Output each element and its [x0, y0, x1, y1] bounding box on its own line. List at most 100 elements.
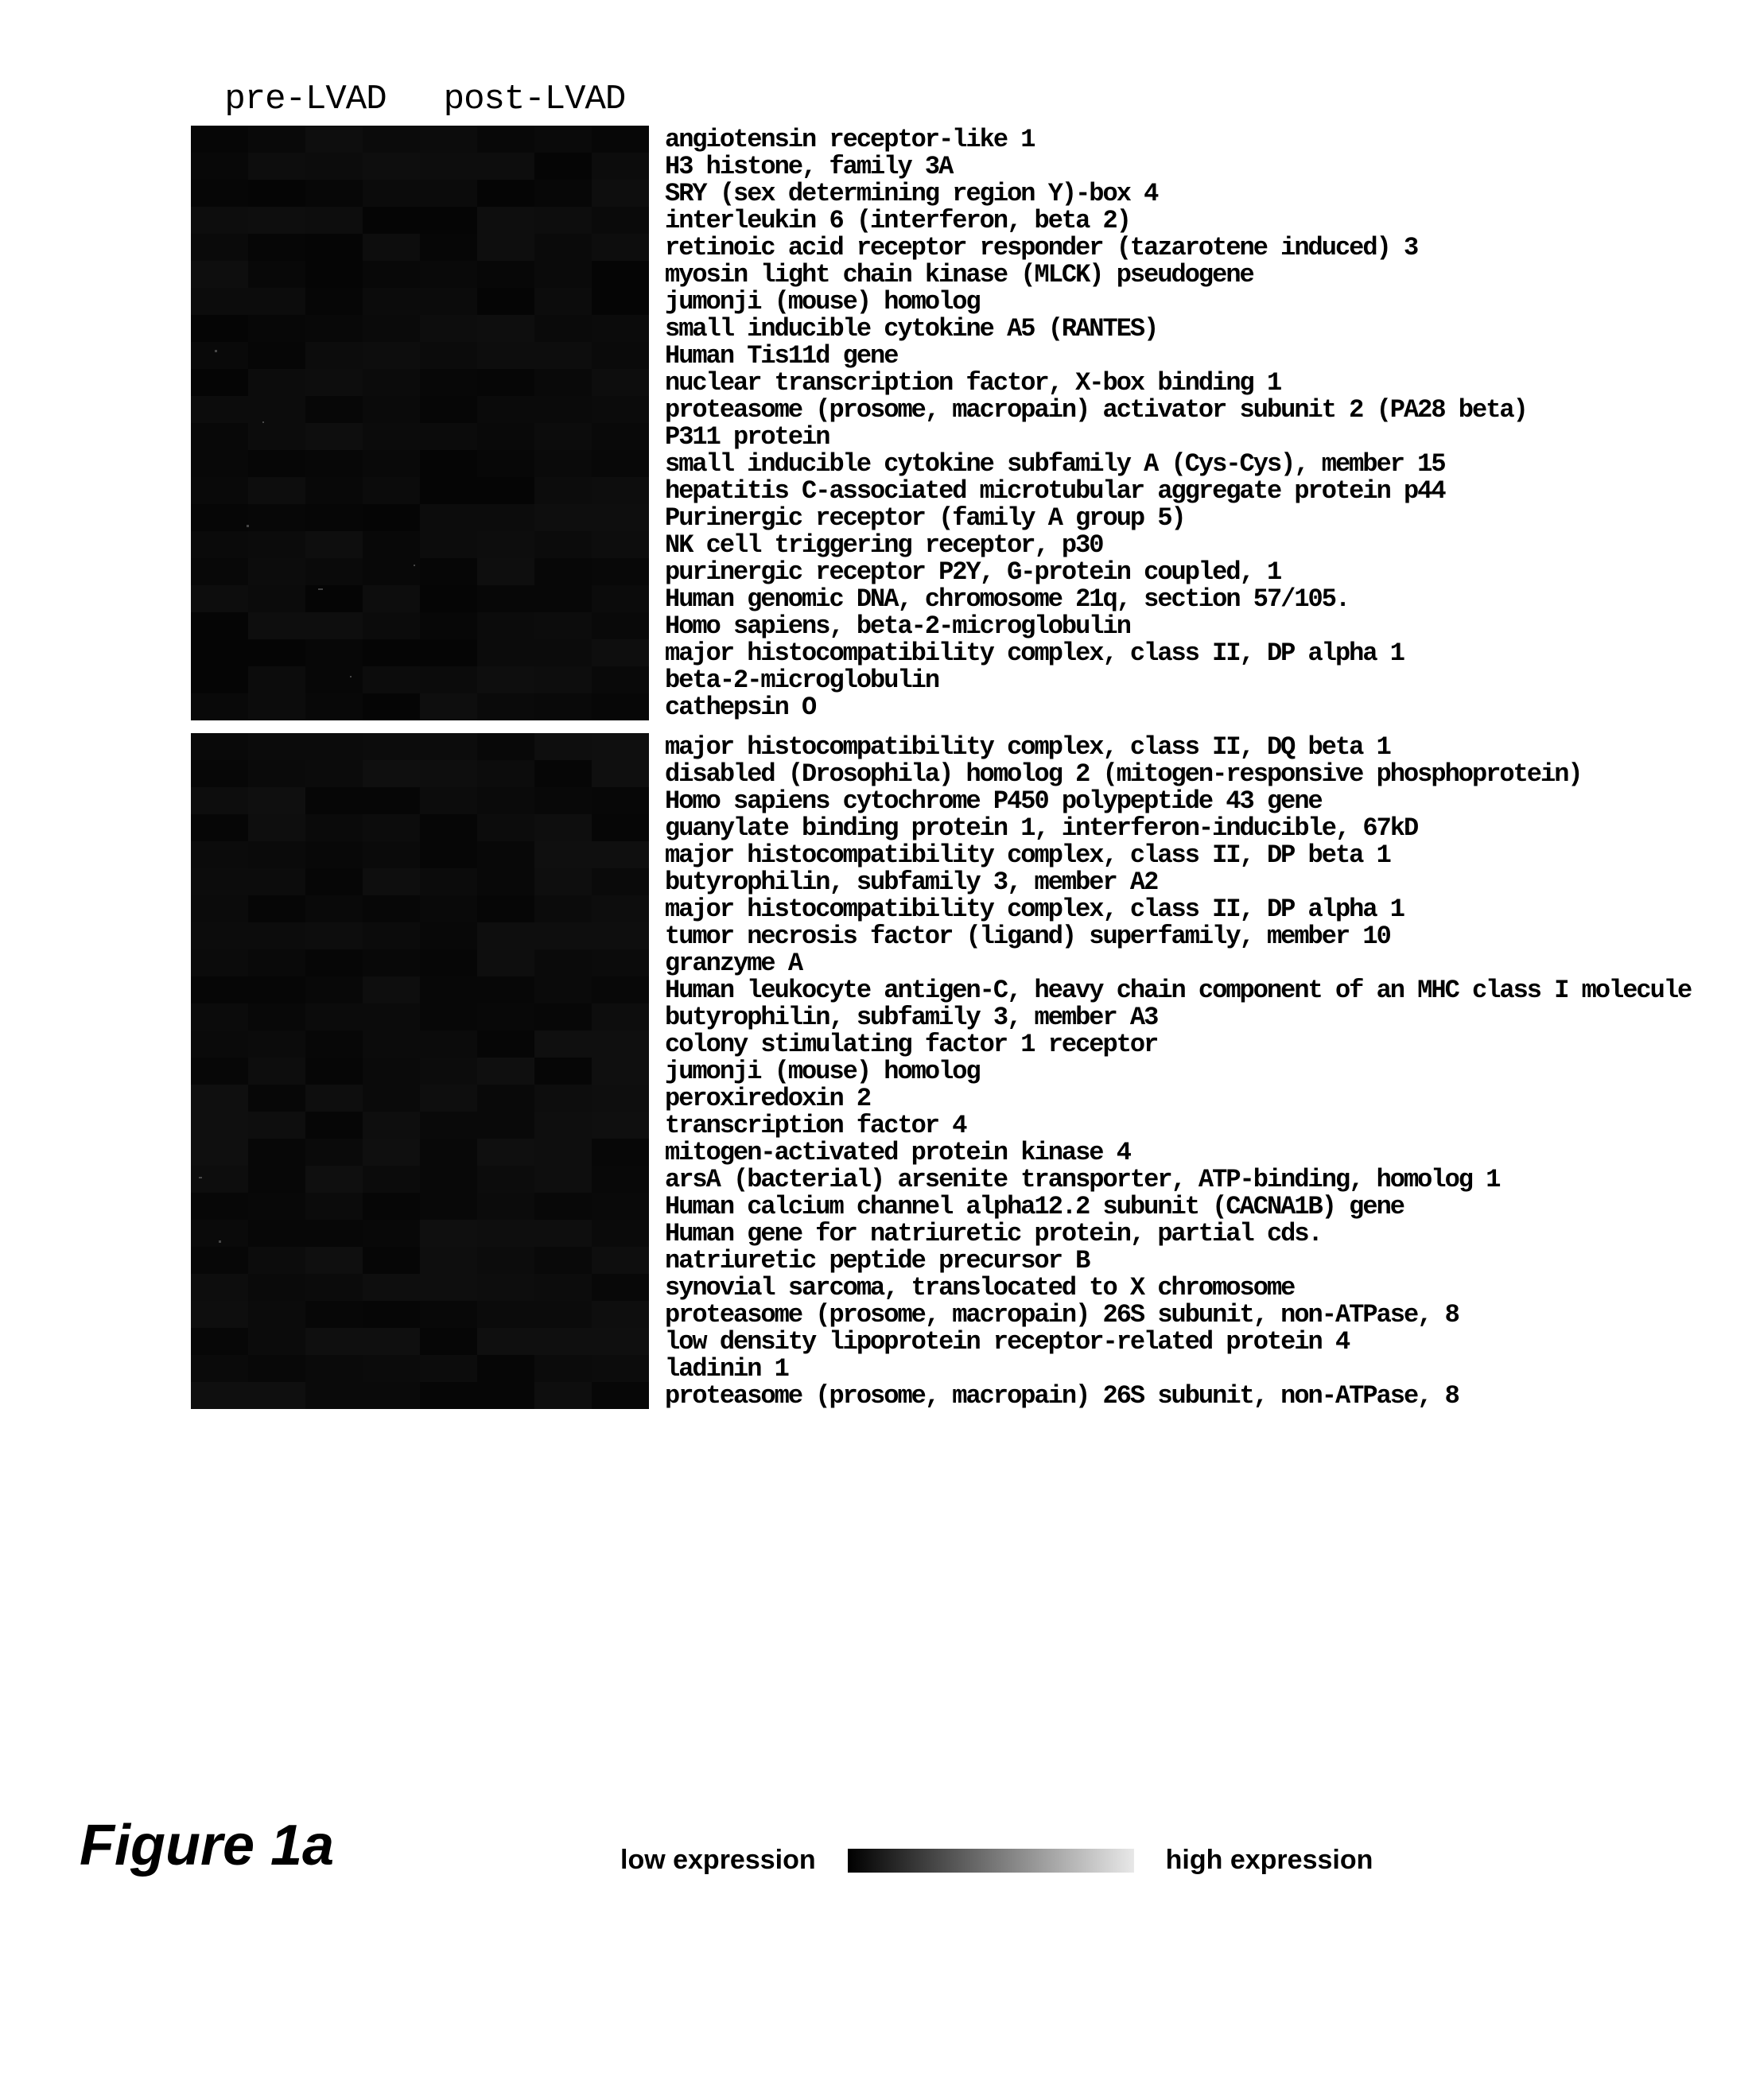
heatmap-cell [420, 976, 477, 1003]
heatmap-cell [477, 1301, 534, 1328]
heatmap-cell [420, 342, 477, 369]
heatmap-cell [534, 558, 592, 585]
heatmap-cell [248, 234, 305, 261]
heatmap-cell [363, 976, 420, 1003]
gene-label: jumonji (mouse) homolog [665, 289, 1691, 316]
heatmap-cell [592, 531, 649, 558]
heatmap-cell [420, 585, 477, 612]
heatmap-cell [305, 315, 363, 342]
heatmap-cell [191, 693, 248, 720]
heatmap-cell [420, 1166, 477, 1193]
heatmap-cell [248, 1382, 305, 1409]
scan-noise-speck [215, 350, 217, 352]
heatmap-cell [305, 207, 363, 234]
heatmap-column [248, 126, 305, 1409]
heatmap-cell [420, 423, 477, 450]
heatmap-cell [592, 1085, 649, 1112]
heatmap-cell [420, 949, 477, 976]
heatmap-cell [363, 342, 420, 369]
heatmap-cell [305, 288, 363, 315]
heatmap-cell [248, 315, 305, 342]
heatmap-column [592, 126, 649, 1409]
heatmap-cell [363, 1139, 420, 1166]
heatmap-cell [420, 1274, 477, 1301]
heatmap-cell [363, 450, 420, 477]
heatmap-cell [534, 369, 592, 396]
heatmap-cell [191, 342, 248, 369]
heatmap-cell [477, 814, 534, 841]
heatmap-cell [477, 288, 534, 315]
heatmap-cell [363, 1274, 420, 1301]
heatmap-cell [477, 1355, 534, 1382]
heatmap-cell [191, 153, 248, 180]
gene-label: myosin light chain kinase (MLCK) pseudog… [665, 262, 1691, 289]
heatmap-cell [477, 1139, 534, 1166]
heatmap-cell [305, 1003, 363, 1031]
heatmap-cell [248, 504, 305, 531]
heatmap-cell [305, 1193, 363, 1220]
heatmap-cell [420, 558, 477, 585]
heatmap-cell [534, 396, 592, 423]
heatmap-cell [248, 1058, 305, 1085]
heatmap-cell [534, 126, 592, 153]
heatmap-cell [363, 1166, 420, 1193]
heatmap-cell [592, 922, 649, 949]
gene-labels-column: angiotensin receptor-like 1H3 histone, f… [665, 80, 1691, 1411]
heatmap-cell [363, 841, 420, 868]
heatmap-cell [191, 841, 248, 868]
heatmap-cell [191, 504, 248, 531]
heatmap-cell [305, 1220, 363, 1247]
heatmap-cell [191, 423, 248, 450]
heatmap-cell [363, 396, 420, 423]
heatmap-cell [191, 585, 248, 612]
heatmap-cell [305, 1139, 363, 1166]
heatmap-cell [477, 1274, 534, 1301]
heatmap-cell [592, 1301, 649, 1328]
heatmap-cell [248, 1085, 305, 1112]
heatmap-cell [477, 369, 534, 396]
heatmap-cell [534, 585, 592, 612]
heatmap-cell [191, 450, 248, 477]
heatmap-cell [191, 1031, 248, 1058]
heatmap-cell [534, 1139, 592, 1166]
scan-noise-speck [199, 1177, 202, 1178]
heatmap-cell [592, 207, 649, 234]
heatmap-cell [363, 1355, 420, 1382]
heatmap-cell [477, 787, 534, 814]
heatmap-cell [248, 693, 305, 720]
heatmap-cell [477, 693, 534, 720]
heatmap-cell [477, 423, 534, 450]
heatmap-cell [305, 234, 363, 261]
gene-label: guanylate binding protein 1, interferon-… [665, 816, 1691, 843]
gene-label: proteasome (prosome, macropain) activato… [665, 398, 1691, 425]
scan-noise-speck [318, 588, 323, 590]
heatmap-cell [248, 1112, 305, 1139]
heatmap-cell [363, 1301, 420, 1328]
gene-label: Human calcium channel alpha12.2 subunit … [665, 1194, 1691, 1221]
gene-label: synovial sarcoma, translocated to X chro… [665, 1275, 1691, 1302]
gene-label: proteasome (prosome, macropain) 26S subu… [665, 1302, 1691, 1329]
heatmap-cell [191, 315, 248, 342]
heatmap-cell [592, 504, 649, 531]
heatmap-cell [534, 733, 592, 760]
page-root: pre-LVAD post-LVAD angiotensin receptor-… [16, 16, 1740, 2084]
heatmap-cell [534, 423, 592, 450]
heatmap-cell [363, 585, 420, 612]
scan-noise-speck [183, 1121, 185, 1124]
heatmap-cell [420, 1301, 477, 1328]
heatmap-cell [248, 126, 305, 153]
scan-noise-speck [223, 1543, 224, 1544]
heatmap-cell [363, 693, 420, 720]
heatmap-cell [477, 558, 534, 585]
heatmap-cell [420, 450, 477, 477]
heatmap-cell [592, 585, 649, 612]
heatmap-cell [534, 868, 592, 895]
figure-caption: Figure 1a [80, 1813, 334, 1878]
heatmap-cell [248, 396, 305, 423]
heatmap-cell [534, 531, 592, 558]
heatmap-cell [534, 895, 592, 922]
heatmap-cell [305, 342, 363, 369]
heatmap-cell [592, 1112, 649, 1139]
heatmap-cell [305, 1031, 363, 1058]
gene-label: cathepsin O [665, 695, 1691, 722]
